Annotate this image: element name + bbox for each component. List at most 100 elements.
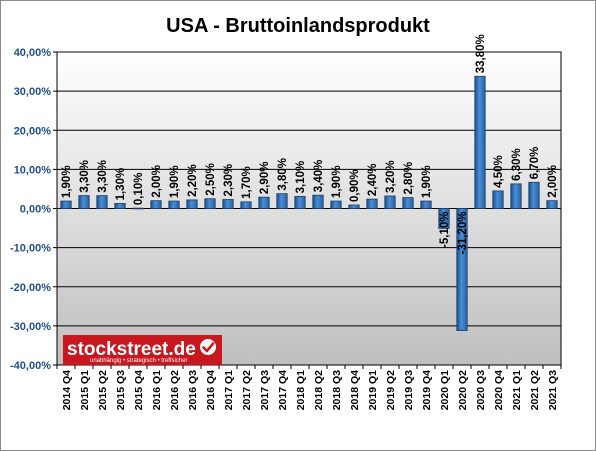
data-label: 3,20% (385, 160, 397, 193)
data-label: 1,90% (61, 165, 73, 198)
data-label: 6,70% (529, 147, 541, 180)
x-tick-label: 2018 Q3 (331, 370, 343, 410)
bar (492, 190, 504, 209)
x-tick-label: 2014 Q4 (61, 370, 73, 410)
bar (546, 200, 558, 209)
bar (456, 208, 468, 331)
data-label: 1,30% (115, 168, 127, 201)
bar-series (60, 75, 558, 331)
x-tick-label: 2020 Q2 (457, 370, 469, 410)
y-tick-label: 10,00% (14, 164, 52, 176)
data-label: 2,90% (259, 162, 271, 195)
logo-tagline: unabhängig • strategisch • treffsicher (90, 358, 187, 364)
x-tick-label: 2018 Q2 (313, 370, 325, 410)
y-tick-label: 20,00% (14, 125, 52, 137)
bar (240, 201, 252, 209)
x-tick-label: 2017 Q1 (223, 370, 235, 410)
data-label: 2,30% (223, 164, 235, 197)
data-label: 33,80% (475, 34, 487, 73)
data-label: 1,90% (169, 165, 181, 198)
x-tick-label: 2016 Q2 (169, 370, 181, 410)
bar (150, 200, 162, 209)
data-label: 3,30% (79, 160, 91, 193)
x-tick-label: 2017 Q2 (241, 370, 253, 410)
x-tick-label: 2015 Q1 (79, 370, 91, 410)
x-tick-label: 2021 Q1 (511, 370, 523, 410)
data-label: 2,50% (205, 163, 217, 196)
bar (438, 208, 450, 229)
data-label: -31,20% (457, 212, 469, 255)
y-axis: 40,00% 30,00% 20,00% 10,00% 0,00% -10,00% -20,… (10, 47, 57, 372)
x-tick-label: 2015 Q3 (115, 370, 127, 410)
x-tick-label: 2016 Q4 (205, 370, 217, 410)
bar (384, 195, 396, 209)
bar (366, 198, 378, 209)
x-tick-label: 2017 Q3 (259, 370, 271, 410)
y-tick-label: 40,00% (14, 47, 52, 59)
bar (402, 197, 414, 209)
x-tick-label: 2017 Q4 (277, 370, 289, 410)
data-label: 2,80% (403, 162, 415, 195)
data-label: 1,70% (241, 166, 253, 199)
bar (510, 183, 522, 209)
bar (96, 195, 108, 209)
bar (78, 195, 90, 209)
x-tick-label: 2019 Q2 (385, 370, 397, 410)
data-label: 2,40% (367, 164, 379, 197)
data-label: 2,20% (187, 164, 199, 197)
bar (132, 207, 144, 210)
data-label: -5,10% (439, 212, 451, 248)
checkmark-icon (202, 342, 215, 353)
bar (222, 199, 234, 209)
bar (204, 198, 216, 209)
data-label: 3,80% (277, 158, 289, 191)
x-tick-label: 2019 Q3 (403, 370, 415, 410)
x-tick-label: 2021 Q3 (547, 370, 559, 410)
data-label: 3,40% (313, 160, 325, 193)
data-label: 4,50% (493, 155, 505, 188)
data-label: 6,30% (511, 148, 523, 181)
bar (258, 196, 270, 209)
bar (276, 193, 288, 209)
bar (186, 199, 198, 209)
bar (330, 200, 342, 209)
x-tick-label: 2019 Q4 (421, 370, 433, 410)
x-tick-label: 2018 Q1 (295, 370, 307, 410)
bar (168, 200, 180, 209)
data-label: 3,10% (295, 161, 307, 194)
y-tick-label: -20,00% (10, 282, 51, 294)
y-tick-label: 0,00% (20, 204, 51, 216)
y-tick-label: -40,00% (10, 360, 51, 372)
data-label: 1,90% (421, 165, 433, 198)
bar (114, 203, 126, 209)
bar (528, 181, 540, 209)
logo-wordmark: stockstreet.de (67, 339, 196, 360)
data-label: 0,90% (349, 169, 361, 202)
x-tick-label: 2015 Q2 (97, 370, 109, 410)
bar (312, 194, 324, 209)
bar (420, 200, 432, 209)
x-tick-label: 2016 Q1 (151, 370, 163, 410)
x-tick-label: 2018 Q4 (349, 370, 361, 410)
data-label: 0,10% (133, 172, 145, 205)
x-tick-label: 2020 Q3 (475, 370, 487, 410)
x-axis: 2014 Q4 2015 Q1 2015 Q2 2015 Q3 2015 Q4 2016 … (56, 365, 562, 410)
x-tick-label: 2020 Q4 (493, 370, 505, 410)
y-tick-label: 30,00% (14, 86, 52, 98)
y-tick-label: -10,00% (10, 243, 51, 255)
x-tick-label: 2016 Q3 (187, 370, 199, 410)
x-tick-label: 2020 Q1 (439, 370, 451, 410)
data-label: 1,90% (331, 165, 343, 198)
data-label: 2,00% (547, 165, 559, 198)
data-label: 3,30% (97, 160, 109, 193)
x-tick-label: 2019 Q1 (367, 370, 379, 410)
bar (294, 195, 306, 209)
y-tick-label: -30,00% (10, 321, 51, 333)
x-tick-label: 2015 Q4 (133, 370, 145, 410)
stockstreet-logo: stockstreet.de unabhängig • strategisch … (63, 335, 222, 365)
bar (474, 75, 486, 209)
x-tick-label: 2021 Q2 (529, 370, 541, 410)
chart-title: USA - Bruttoinlandsprodukt (166, 15, 430, 37)
data-labels: 1,90% 3,30% 3,30% 1,30% 0,10% 2,00% 1,90% 2,20%… (61, 34, 559, 254)
